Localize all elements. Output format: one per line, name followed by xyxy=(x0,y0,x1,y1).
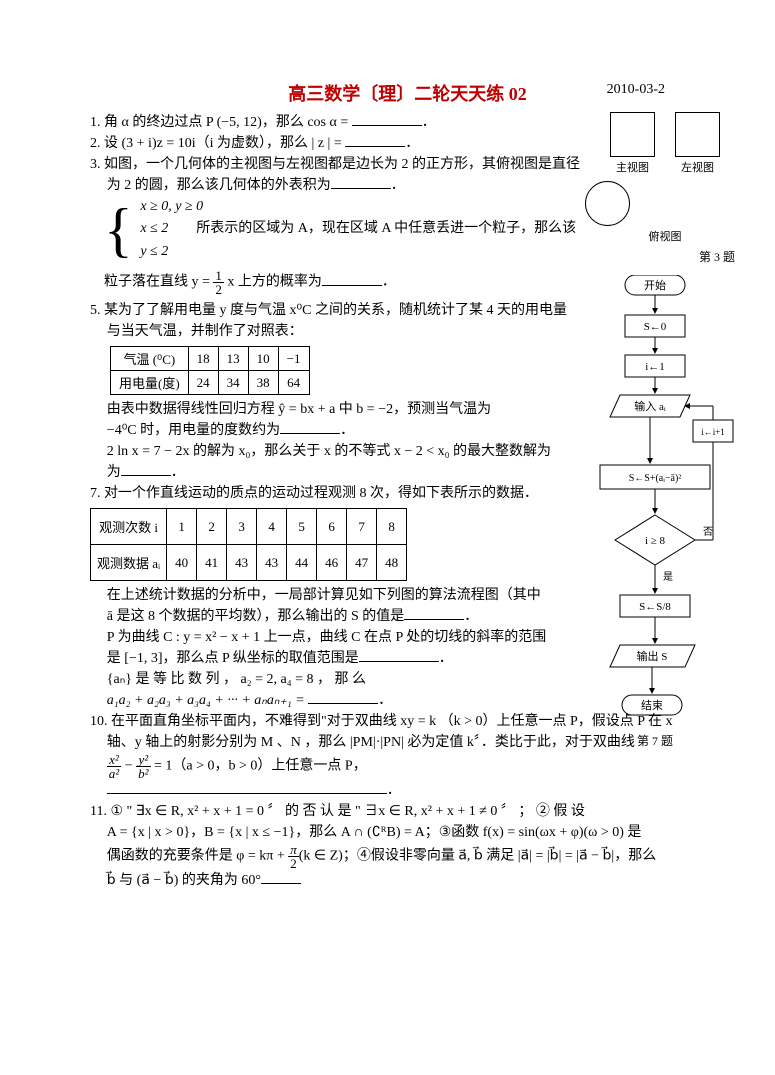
svg-text:是: 是 xyxy=(663,571,673,583)
question-4b: 粒子落在直线 y = 12 x 上方的概率为． xyxy=(104,269,580,296)
question-3: 3. 如图，一个几何体的主视图与左视图都是边长为 2 的正方形，其俯视图是直径为… xyxy=(90,154,580,196)
figure-3-label: 第 3 题 xyxy=(585,248,745,265)
question-7: 7. 对一个作直线运动的质点的运动过程观测 8 次，得如下表所示的数据． xyxy=(90,483,580,504)
question-8a: P 为曲线 C : y = x² − x + 1 上一点，曲线 C 在点 P 处… xyxy=(107,627,580,648)
svg-text:S←S/8: S←S/8 xyxy=(639,601,671,613)
question-2: 2. 设 (3 + i)z = 10i（i 为虚数），那么 | z | = ． xyxy=(90,133,580,154)
svg-text:S←0: S←0 xyxy=(644,321,667,333)
question-8b: 是 [−1, 3]，那么点 P 纵坐标的取值范围是． xyxy=(107,648,580,669)
svg-text:i←1: i←1 xyxy=(645,361,665,373)
flowchart: 开始 S←0 i←1 输入 aᵢ i←i+1 S←S+(aᵢ−ā)² i ≥ 8… xyxy=(585,275,735,815)
question-5b: 由表中数据得线性回归方程 ŷ = bx + a 中 b = −2，预测当气温为 xyxy=(107,399,580,420)
question-7c: ā 是这 8 个数据的平均数），那么输出的 S 的值是． xyxy=(107,606,580,627)
svg-text:结束: 结束 xyxy=(641,699,663,712)
svg-text:第 7 题: 第 7 题 xyxy=(637,734,673,748)
svg-text:S←S+(aᵢ−ā)²: S←S+(aᵢ−ā)² xyxy=(629,473,682,484)
svg-text:i←i+1: i←i+1 xyxy=(701,427,725,437)
question-11b: A = {x | x > 0}，B = {x | x ≤ −1}，那么 A ∩ … xyxy=(107,822,725,843)
svg-text:i ≥ 8: i ≥ 8 xyxy=(645,535,666,547)
question-4: { x ≥ 0, y ≥ 0 x ≤ 2 所表示的区域为 A，现在区域 A 中任… xyxy=(104,196,580,263)
page-title: 高三数学〔理〕二轮天天练 02 xyxy=(288,80,527,106)
question-6: 2 ln x = 7 − 2x 的解为 x₀，那么关于 x 的不等式 x − 2… xyxy=(107,441,580,462)
table-1: 气温 (⁰C)181310−1 用电量(度)24343864 xyxy=(110,346,310,395)
table-2: 观测次数 i12345678 观测数据 aᵢ4041434344464748 xyxy=(90,508,407,581)
question-1: 1. 角 α 的终边过点 P (−5, 12)，那么 cos α = ． xyxy=(90,112,580,133)
figure-3-views: 主视图 左视图 xyxy=(585,112,745,175)
question-5c: −4⁰C 时，用电量的度数约为． xyxy=(107,420,580,441)
question-11d: b⃗ 与 (a⃗ − b⃗) 的夹角为 60° xyxy=(107,870,725,891)
svg-text:输入 aᵢ: 输入 aᵢ xyxy=(634,399,666,413)
date-label: 2010-03-2 xyxy=(607,82,665,98)
svg-text:开始: 开始 xyxy=(644,278,666,292)
question-5: 5. 某为了了解用电量 y 度与气温 x⁰C 之间的关系，随机统计了某 4 天的… xyxy=(90,300,580,342)
question-11c: 偶函数的充要条件是 φ = kπ + π2(k ∈ Z)；④假设非零向量 a⃗,… xyxy=(107,843,725,870)
svg-text:否: 否 xyxy=(703,526,713,538)
svg-text:输出 S: 输出 S xyxy=(637,649,668,663)
question-7b: 在上述统计数据的分析中，一局部计算见如下列图的算法流程图（其中 xyxy=(107,585,580,606)
